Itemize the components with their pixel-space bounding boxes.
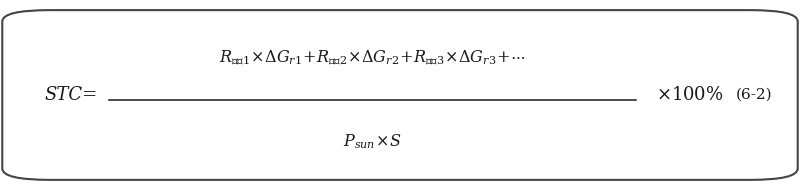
Text: (6-2): (6-2) <box>735 88 772 102</box>
Text: $\times100\%$: $\times100\%$ <box>655 86 723 104</box>
Text: $R_{产物1}\!\times\!\Delta G_{r1}\!+\!R_{产物2}\!\times\!\Delta G_{r2}\!+\!R_{产物3}\!: $R_{产物1}\!\times\!\Delta G_{r1}\!+\!R_{产… <box>219 48 525 67</box>
Text: STC=: STC= <box>45 86 98 104</box>
Text: $P_{sun}\!\times\! S$: $P_{sun}\!\times\! S$ <box>343 132 402 150</box>
FancyBboxPatch shape <box>2 10 798 180</box>
